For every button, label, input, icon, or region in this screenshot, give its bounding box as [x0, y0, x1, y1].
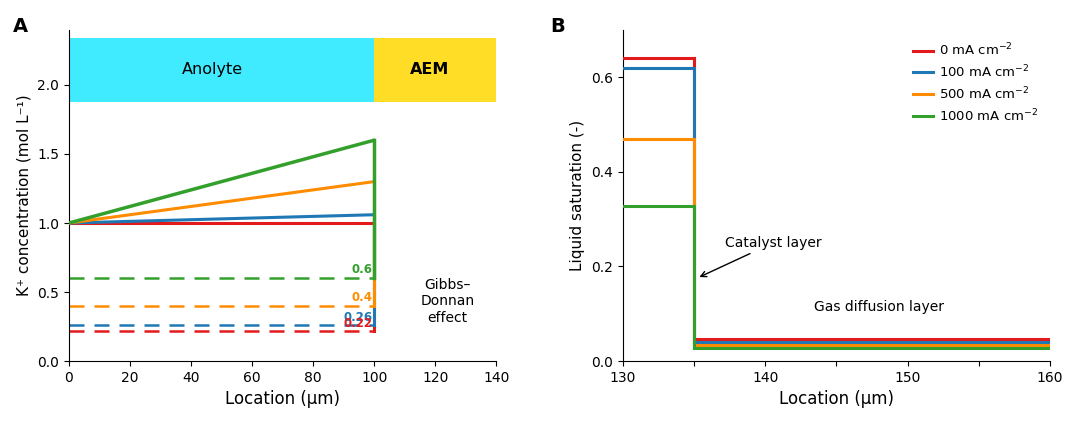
Y-axis label: Liquid saturation (-): Liquid saturation (-) — [570, 120, 585, 271]
Text: 0.4: 0.4 — [352, 291, 373, 304]
Text: 0.22: 0.22 — [343, 317, 373, 330]
Text: Gas diffusion layer: Gas diffusion layer — [814, 300, 944, 314]
Bar — [374, 38, 497, 102]
Text: Gibbs–
Donnan
effect: Gibbs– Donnan effect — [420, 278, 474, 325]
Text: B: B — [550, 17, 565, 36]
Y-axis label: K⁺ concentration (mol L⁻¹): K⁺ concentration (mol L⁻¹) — [16, 95, 31, 296]
Bar — [69, 38, 374, 102]
Text: 0.6: 0.6 — [352, 263, 373, 276]
X-axis label: Location (μm): Location (μm) — [225, 390, 340, 408]
Text: Anolyte: Anolyte — [181, 62, 243, 77]
Text: A: A — [13, 17, 28, 36]
Text: AEM: AEM — [409, 62, 449, 77]
X-axis label: Location (μm): Location (μm) — [779, 390, 894, 408]
Text: Catalyst layer: Catalyst layer — [701, 235, 822, 277]
Text: 0.26: 0.26 — [343, 311, 373, 323]
Legend: 0 mA cm$^{-2}$, 100 mA cm$^{-2}$, 500 mA cm$^{-2}$, 1000 mA cm$^{-2}$: 0 mA cm$^{-2}$, 100 mA cm$^{-2}$, 500 mA… — [907, 37, 1043, 129]
